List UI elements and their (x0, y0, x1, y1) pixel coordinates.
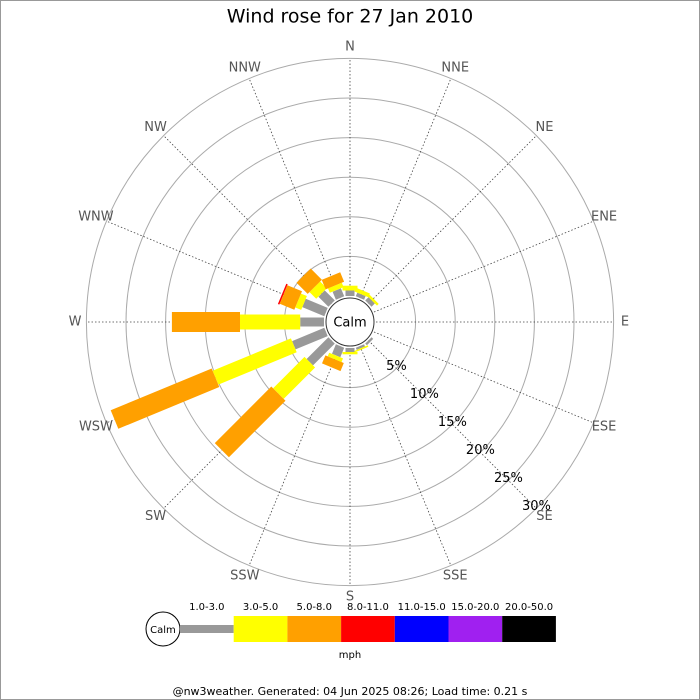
bar-segment (279, 285, 302, 310)
legend-label: 1.0-3.0 (189, 602, 224, 613)
bar-segment (171, 312, 240, 332)
footer: @nw3weather. Generated: 04 Jun 2025 08:2… (173, 685, 528, 698)
spoke (248, 78, 341, 299)
direction-label: WSW (79, 420, 113, 435)
bar-segment (366, 293, 379, 306)
ring-label: 25% (494, 471, 523, 486)
legend-label: 11.0-15.0 (398, 602, 446, 613)
spoke (373, 331, 594, 424)
spoke (368, 135, 537, 304)
legend-calm-label: Calm (150, 625, 176, 636)
bar-segment (345, 290, 355, 296)
bar-segment (328, 282, 344, 293)
bar-segment (277, 283, 288, 305)
direction-label: NNE (441, 60, 469, 75)
direction-label: ESE (592, 420, 617, 435)
bar-segment (306, 337, 335, 366)
bar-segment (332, 288, 345, 300)
bar-segment (300, 317, 324, 327)
direction-label: SSE (443, 569, 468, 584)
bar-segment (353, 345, 369, 353)
direction-label: ENE (591, 209, 617, 224)
direction-label: SSW (230, 569, 260, 584)
ring-label: 5% (386, 359, 407, 374)
bar-segment (214, 386, 286, 458)
ring-label: 10% (410, 387, 439, 402)
ring-label: 30% (522, 499, 551, 514)
bar-segment (365, 337, 374, 346)
bar-segment (354, 287, 370, 298)
legend-label: 8.0-11.0 (347, 602, 389, 613)
legend-label: 5.0-8.0 (297, 602, 332, 613)
bar-segment (355, 292, 366, 300)
bar-segment (321, 272, 345, 290)
legend-label: 20.0-50.0 (505, 602, 553, 613)
spoke (248, 345, 341, 566)
bar-segment (322, 355, 344, 372)
legend-swatch (394, 616, 449, 642)
bar-segment (332, 344, 345, 358)
direction-label: S (346, 590, 354, 605)
legend-label: 15.0-20.0 (451, 602, 499, 613)
bar-segment (309, 281, 327, 299)
legend-swatch (341, 616, 395, 642)
bar-segment (212, 338, 297, 385)
bar-segment (296, 268, 322, 294)
bar-segment (240, 314, 301, 330)
direction-label: SE (536, 509, 552, 524)
legend-unit: mph (339, 650, 361, 661)
grid-ring (85, 57, 615, 587)
bar-segment (302, 298, 328, 317)
direction-label: W (69, 315, 82, 330)
legend-swatch (287, 616, 342, 642)
grid-ring (125, 97, 575, 547)
bar-segment (342, 352, 358, 355)
legend-swatch (448, 616, 503, 642)
bar-segment (295, 293, 307, 310)
direction-label: NE (535, 120, 553, 135)
ring-label: 15% (438, 415, 467, 430)
spoke (359, 78, 452, 299)
direction-label: NNW (229, 60, 261, 75)
direction-label: WNW (78, 209, 114, 224)
bar-segment (327, 352, 343, 363)
bar-segment (355, 344, 365, 350)
legend-swatch (180, 625, 234, 633)
calm-circle (325, 297, 375, 347)
ring-label: 20% (466, 443, 495, 458)
bar-segment (365, 297, 375, 307)
legend-swatch (502, 616, 556, 642)
bar-segment (110, 368, 220, 429)
spoke (368, 340, 537, 509)
legend-swatch (233, 616, 288, 642)
spoke (359, 345, 452, 566)
bar-segment (273, 356, 316, 399)
bar-segment (318, 290, 335, 307)
direction-label: E (621, 315, 629, 330)
direction-label: SW (145, 509, 166, 524)
bar-segment (292, 327, 328, 350)
legend-label: 3.0-5.0 (243, 602, 278, 613)
calm-label: Calm (333, 316, 366, 331)
bar-segment (345, 348, 355, 352)
bar-segment (342, 285, 358, 291)
spoke (373, 220, 594, 313)
direction-label: NW (144, 120, 167, 135)
chart-title: Wind rose for 27 Jan 2010 (227, 6, 474, 28)
direction-label: N (345, 40, 355, 55)
